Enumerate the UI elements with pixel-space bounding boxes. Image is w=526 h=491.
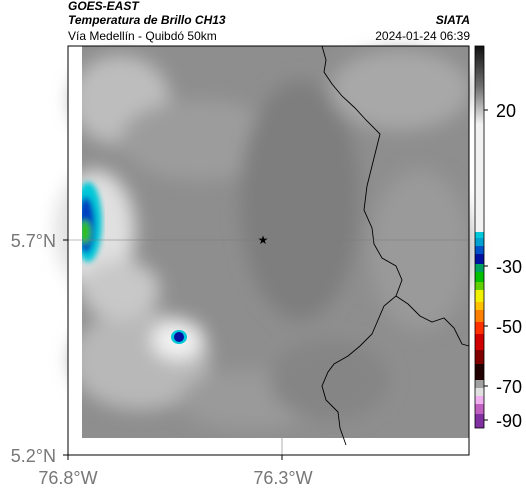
cold-cloud-cell	[171, 330, 187, 344]
lat-label: 5.2°N	[11, 446, 56, 466]
lon-label: 76.3°W	[253, 468, 312, 488]
colorbar-tick-label: -90	[496, 411, 522, 431]
colorbar-tick-label: -70	[496, 377, 522, 397]
colorbar-tick-label: -50	[496, 317, 522, 337]
satellite-title: GOES-EAST	[68, 0, 139, 13]
organization-label: SIATA	[435, 13, 470, 27]
map-border	[67, 45, 470, 456]
product-title: Temperatura de Brillo CH13	[68, 13, 226, 27]
datetime-label: 2024-01-24 06:39	[375, 29, 470, 43]
colorbar: 20 -30 -50 -70 -90	[474, 45, 522, 431]
colorbar-tick-label: -30	[496, 257, 522, 277]
star-marker: ★	[258, 233, 269, 247]
lat-label: 5.7°N	[11, 231, 56, 251]
satellite-image	[55, 46, 470, 438]
boundary-line	[321, 45, 403, 446]
colorbar-tick-label: 20	[496, 101, 516, 121]
boundary-line	[395, 295, 470, 347]
region-subtitle: Vía Medellín - Quibdó 50km	[68, 29, 217, 43]
lon-label: 76.8°W	[38, 468, 97, 488]
